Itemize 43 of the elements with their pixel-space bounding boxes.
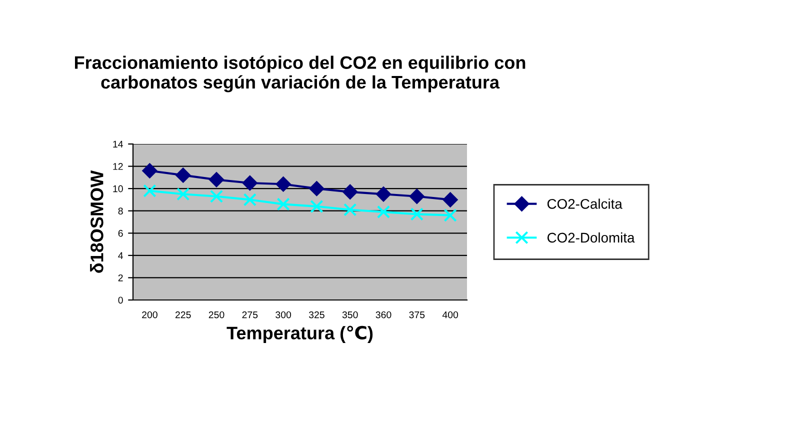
x-tick-label: 375 [409,311,425,318]
point [210,190,224,203]
point [276,198,290,211]
y-tick-label: 6 [118,230,123,237]
y-tick-label: 2 [118,274,123,282]
x-tick-label: 325 [308,311,324,318]
point [176,188,190,201]
x-tick-label: 400 [442,311,458,318]
x-tick-label: 300 [276,311,292,318]
legend-label: CO2-Dolomita [547,232,635,243]
x-tick-label: 360 [376,311,392,318]
point [208,172,224,188]
point [442,192,458,208]
point [376,186,392,202]
point [242,175,258,191]
point [276,176,291,192]
legend-label: CO2-Calcita [547,198,622,209]
point [410,208,424,221]
x-tick-label: 200 [142,311,158,318]
x-tick-label: 250 [208,311,224,318]
point [376,205,390,219]
point [243,193,256,206]
x-axis-title: Temperatura (℃) [226,326,373,343]
point [142,163,158,178]
y-tick-label: 4 [118,252,123,259]
point [176,168,191,183]
point [342,184,358,200]
x-tick-label: 275 [242,311,258,318]
point [444,208,457,222]
y-tick-label: 8 [118,208,123,214]
point [309,181,324,196]
chart-title: Fraccionamiento isotópico del CO2 en equilibrio con carbonatos según variación de la Temperatura [74,56,526,92]
point [409,188,424,204]
point [143,184,156,198]
y-tick-label: 14 [113,140,123,148]
y-axis-title: δ18OSMOW [90,170,104,273]
y-tick-label: 10 [113,185,123,192]
y-tick-label: 0 [118,296,123,304]
x-tick-label: 350 [342,311,358,318]
point [310,200,324,213]
y-tick-label: 12 [113,163,123,170]
x-tick-label: 225 [175,311,191,318]
point [344,203,357,216]
